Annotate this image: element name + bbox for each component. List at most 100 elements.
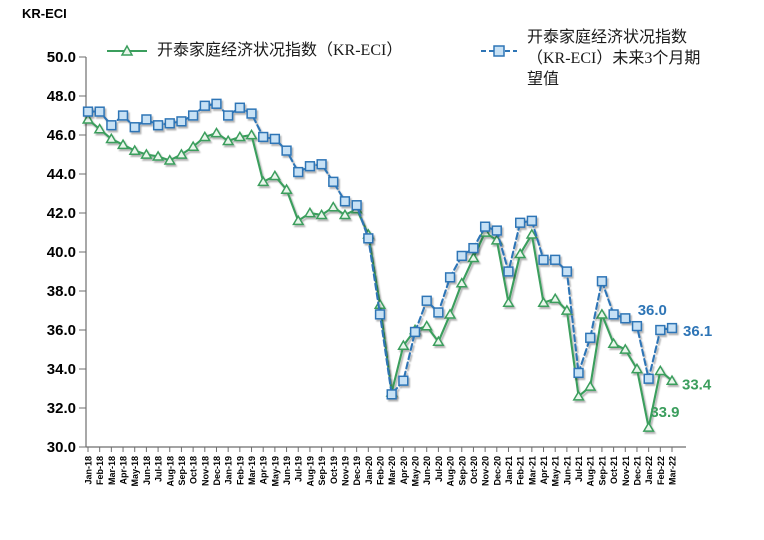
data-point-marker: [455, 277, 468, 288]
legend-label-line-2: （KR-ECI）未来3个月期: [527, 50, 701, 67]
x-axis-tick-label: Jul-18: [154, 456, 164, 482]
data-point-marker: [585, 332, 596, 343]
data-point-marker: [151, 150, 165, 161]
x-axis-tick-label: May-18: [130, 456, 140, 487]
data-point-marker: [176, 116, 187, 127]
data-point-marker: [116, 138, 130, 150]
x-axis-tick-label: Mar-20: [387, 456, 397, 485]
data-point-marker: [643, 373, 654, 384]
data-point-marker: [630, 362, 644, 374]
data-point-marker: [655, 324, 666, 336]
data-point-marker: [128, 144, 141, 155]
x-axis-tick-label: Feb-19: [235, 456, 245, 485]
data-point-marker: [327, 201, 340, 212]
data-point-marker: [620, 313, 631, 324]
data-point-marker: [479, 221, 491, 232]
x-axis-tick-label: Feb-22: [656, 456, 666, 485]
x-axis-tick-label: Jan-22: [644, 456, 654, 485]
data-point-marker: [338, 208, 352, 220]
y-axis-tick-label: 40.0: [47, 244, 76, 261]
data-point-marker: [525, 228, 538, 239]
data-point-marker: [386, 389, 397, 400]
data-point-marker: [234, 102, 245, 113]
y-axis-tick-label: 50.0: [47, 49, 76, 66]
x-axis-tick-label: Oct-20: [469, 456, 479, 484]
y-axis-tick-label: 34.0: [47, 361, 76, 378]
data-point-marker: [467, 251, 480, 263]
x-axis-tick-label: Jun-18: [142, 456, 152, 485]
x-axis-tick-label: Dec-21: [632, 456, 642, 486]
data-point-marker: [631, 320, 643, 332]
x-axis-tick-label: Oct-18: [189, 456, 199, 484]
y-axis-tick-label: 44.0: [47, 166, 76, 183]
data-point-marker: [596, 276, 608, 287]
data-point-marker: [666, 322, 678, 334]
data-point-marker: [537, 296, 550, 308]
data-point-marker: [315, 208, 328, 220]
data-point-marker: [152, 120, 164, 131]
x-axis-tick-label: Jan-21: [504, 456, 514, 485]
y-axis-tick-label: 46.0: [47, 127, 76, 144]
legend-label-line-3: 望值: [527, 71, 560, 88]
data-point-marker: [129, 122, 140, 133]
data-point-marker: [409, 326, 421, 338]
x-axis-tick-label: Sep-19: [317, 456, 327, 486]
x-axis-tick-label: Jun-20: [422, 456, 432, 485]
data-point-marker: [210, 126, 223, 138]
data-point-marker: [654, 364, 667, 376]
x-axis-tick-label: Nov-19: [340, 456, 350, 486]
x-axis-tick-label: Oct-21: [609, 456, 619, 484]
data-point-marker: [526, 215, 537, 226]
data-point-marker: [281, 145, 292, 156]
data-point-marker: [468, 242, 479, 254]
data-point-marker: [642, 421, 655, 432]
x-axis-tick-label: Aug-19: [305, 456, 315, 487]
data-point-marker: [502, 296, 515, 308]
data-point-marker: [619, 343, 632, 354]
x-axis-tick-label: Feb-18: [95, 456, 105, 485]
data-point-marker: [665, 374, 679, 386]
data-point-marker: [163, 154, 176, 165]
y-axis-title: KR-ECI: [22, 6, 67, 21]
data-point-marker: [561, 266, 573, 277]
data-point-marker: [339, 196, 351, 207]
x-axis-tick-label: Feb-20: [376, 456, 386, 485]
x-axis-tick-label: Dec-18: [212, 456, 222, 486]
legend-item-expectation-index: 开泰家庭经济状况指数 （KR-ECI）未来3个月期 望值: [481, 27, 700, 90]
data-point-marker: [421, 295, 432, 306]
x-axis-tick-label: Jun-21: [562, 456, 572, 485]
data-point-marker: [93, 123, 106, 134]
x-axis-tick-label: Nov-21: [621, 456, 631, 486]
data-point-marker: [140, 148, 153, 159]
data-point-marker: [608, 309, 619, 320]
data-point-marker: [246, 108, 257, 119]
data-point-marker: [222, 134, 235, 146]
data-point-marker: [444, 272, 456, 283]
data-point-marker: [82, 106, 94, 117]
data-point-marker: [443, 308, 457, 319]
data-point-label: 33.4: [682, 377, 712, 394]
x-axis-tick-label: Apr-18: [119, 456, 129, 485]
x-axis-tick-label: Jan-20: [364, 456, 374, 485]
data-point-marker: [373, 298, 387, 309]
x-axis-tick-label: Aug-18: [165, 456, 175, 487]
data-point-marker: [515, 217, 526, 228]
data-point-marker: [292, 214, 305, 226]
data-point-marker: [81, 113, 95, 124]
data-point-marker: [257, 175, 270, 187]
data-point-marker: [573, 367, 584, 379]
data-point-marker: [316, 159, 327, 170]
data-point-marker: [398, 375, 409, 386]
legend-marker-triangle-icon: [107, 43, 147, 56]
data-point-marker: [549, 292, 562, 304]
data-point-marker: [293, 166, 304, 178]
x-axis-tick-label: Mar-21: [527, 456, 537, 485]
x-axis-tick-label: Dec-20: [492, 456, 502, 486]
x-axis-tick-label: Dec-19: [352, 456, 362, 486]
x-axis-tick-label: Jan-18: [84, 456, 94, 485]
x-axis-tick-label: Mar-19: [247, 456, 257, 485]
data-point-marker: [199, 100, 210, 111]
x-axis-tick-label: Sep-20: [457, 456, 467, 486]
x-axis-tick-label: Aug-21: [586, 456, 596, 487]
